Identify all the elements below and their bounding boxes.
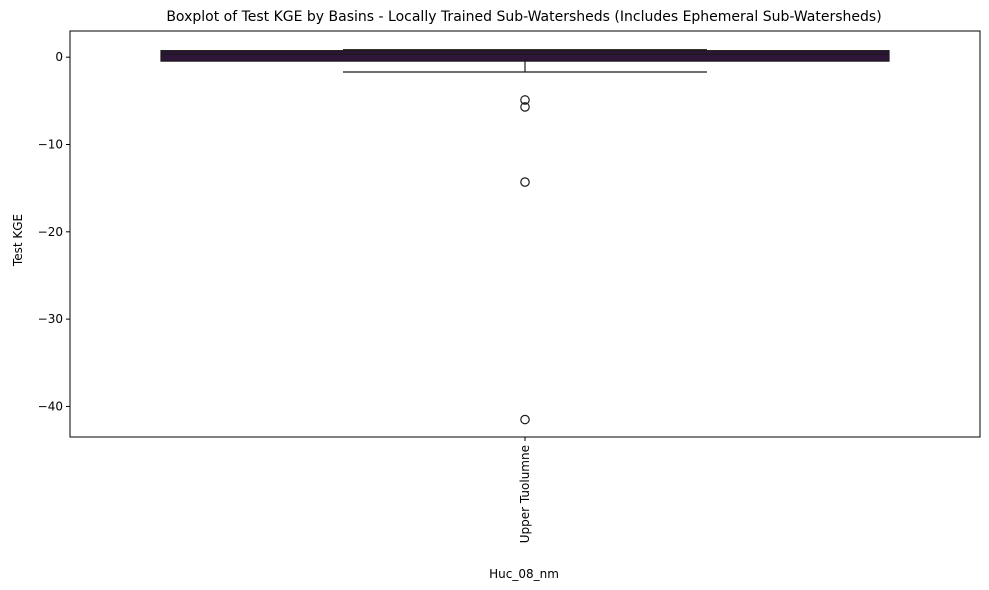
plot-frame xyxy=(69,30,981,438)
outlier-point xyxy=(520,95,530,105)
x-tick-label: Upper Tuolumne xyxy=(518,445,532,543)
y-tick-label: 0 xyxy=(55,50,63,64)
x-axis: Upper Tuolumne xyxy=(518,437,532,543)
y-axis-label: Test KGE xyxy=(11,214,25,267)
outlier-point xyxy=(520,414,530,425)
chart-title: Boxplot of Test KGE by Basins - Locally … xyxy=(166,9,881,25)
y-tick-label: −20 xyxy=(38,225,63,239)
y-tick-label: −10 xyxy=(38,138,63,152)
y-tick-label: −30 xyxy=(38,312,63,326)
box-group xyxy=(160,49,890,425)
outlier-point xyxy=(520,177,530,187)
x-axis-label: Huc_08_nm xyxy=(489,567,559,581)
y-tick-label: −40 xyxy=(38,399,63,413)
y-axis: 0 −10 −20 −30 −40 xyxy=(38,50,70,413)
box xyxy=(160,50,890,62)
outlier-point xyxy=(520,102,530,112)
plot-area xyxy=(69,30,981,438)
